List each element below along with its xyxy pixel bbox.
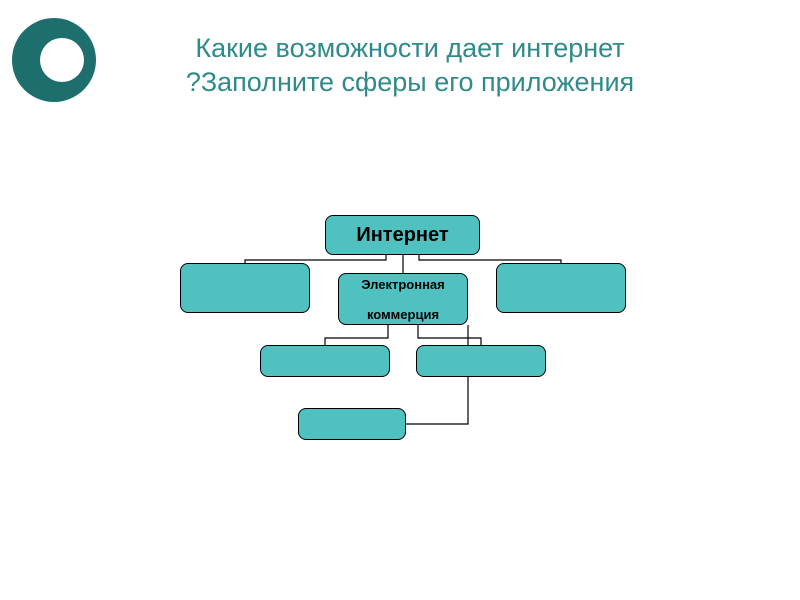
slide-title: Какие возможности дает интернет ?Заполни… [130,32,690,100]
node-root-label: Интернет [356,224,448,247]
bullet-inner-circle [40,38,84,82]
node-mid-left [260,345,390,377]
node-mid-right [416,345,546,377]
title-line-1: Какие возможности дает интернет [195,33,624,63]
node-center: Электронная коммерция [338,273,468,325]
node-bottom [298,408,406,440]
node-left [180,263,310,313]
node-right [496,263,626,313]
node-center-label: Электронная коммерция [361,277,445,322]
title-line-2: ?Заполните сферы его приложения [186,67,634,97]
slide: Какие возможности дает интернет ?Заполни… [0,0,800,600]
node-root: Интернет [325,215,480,255]
